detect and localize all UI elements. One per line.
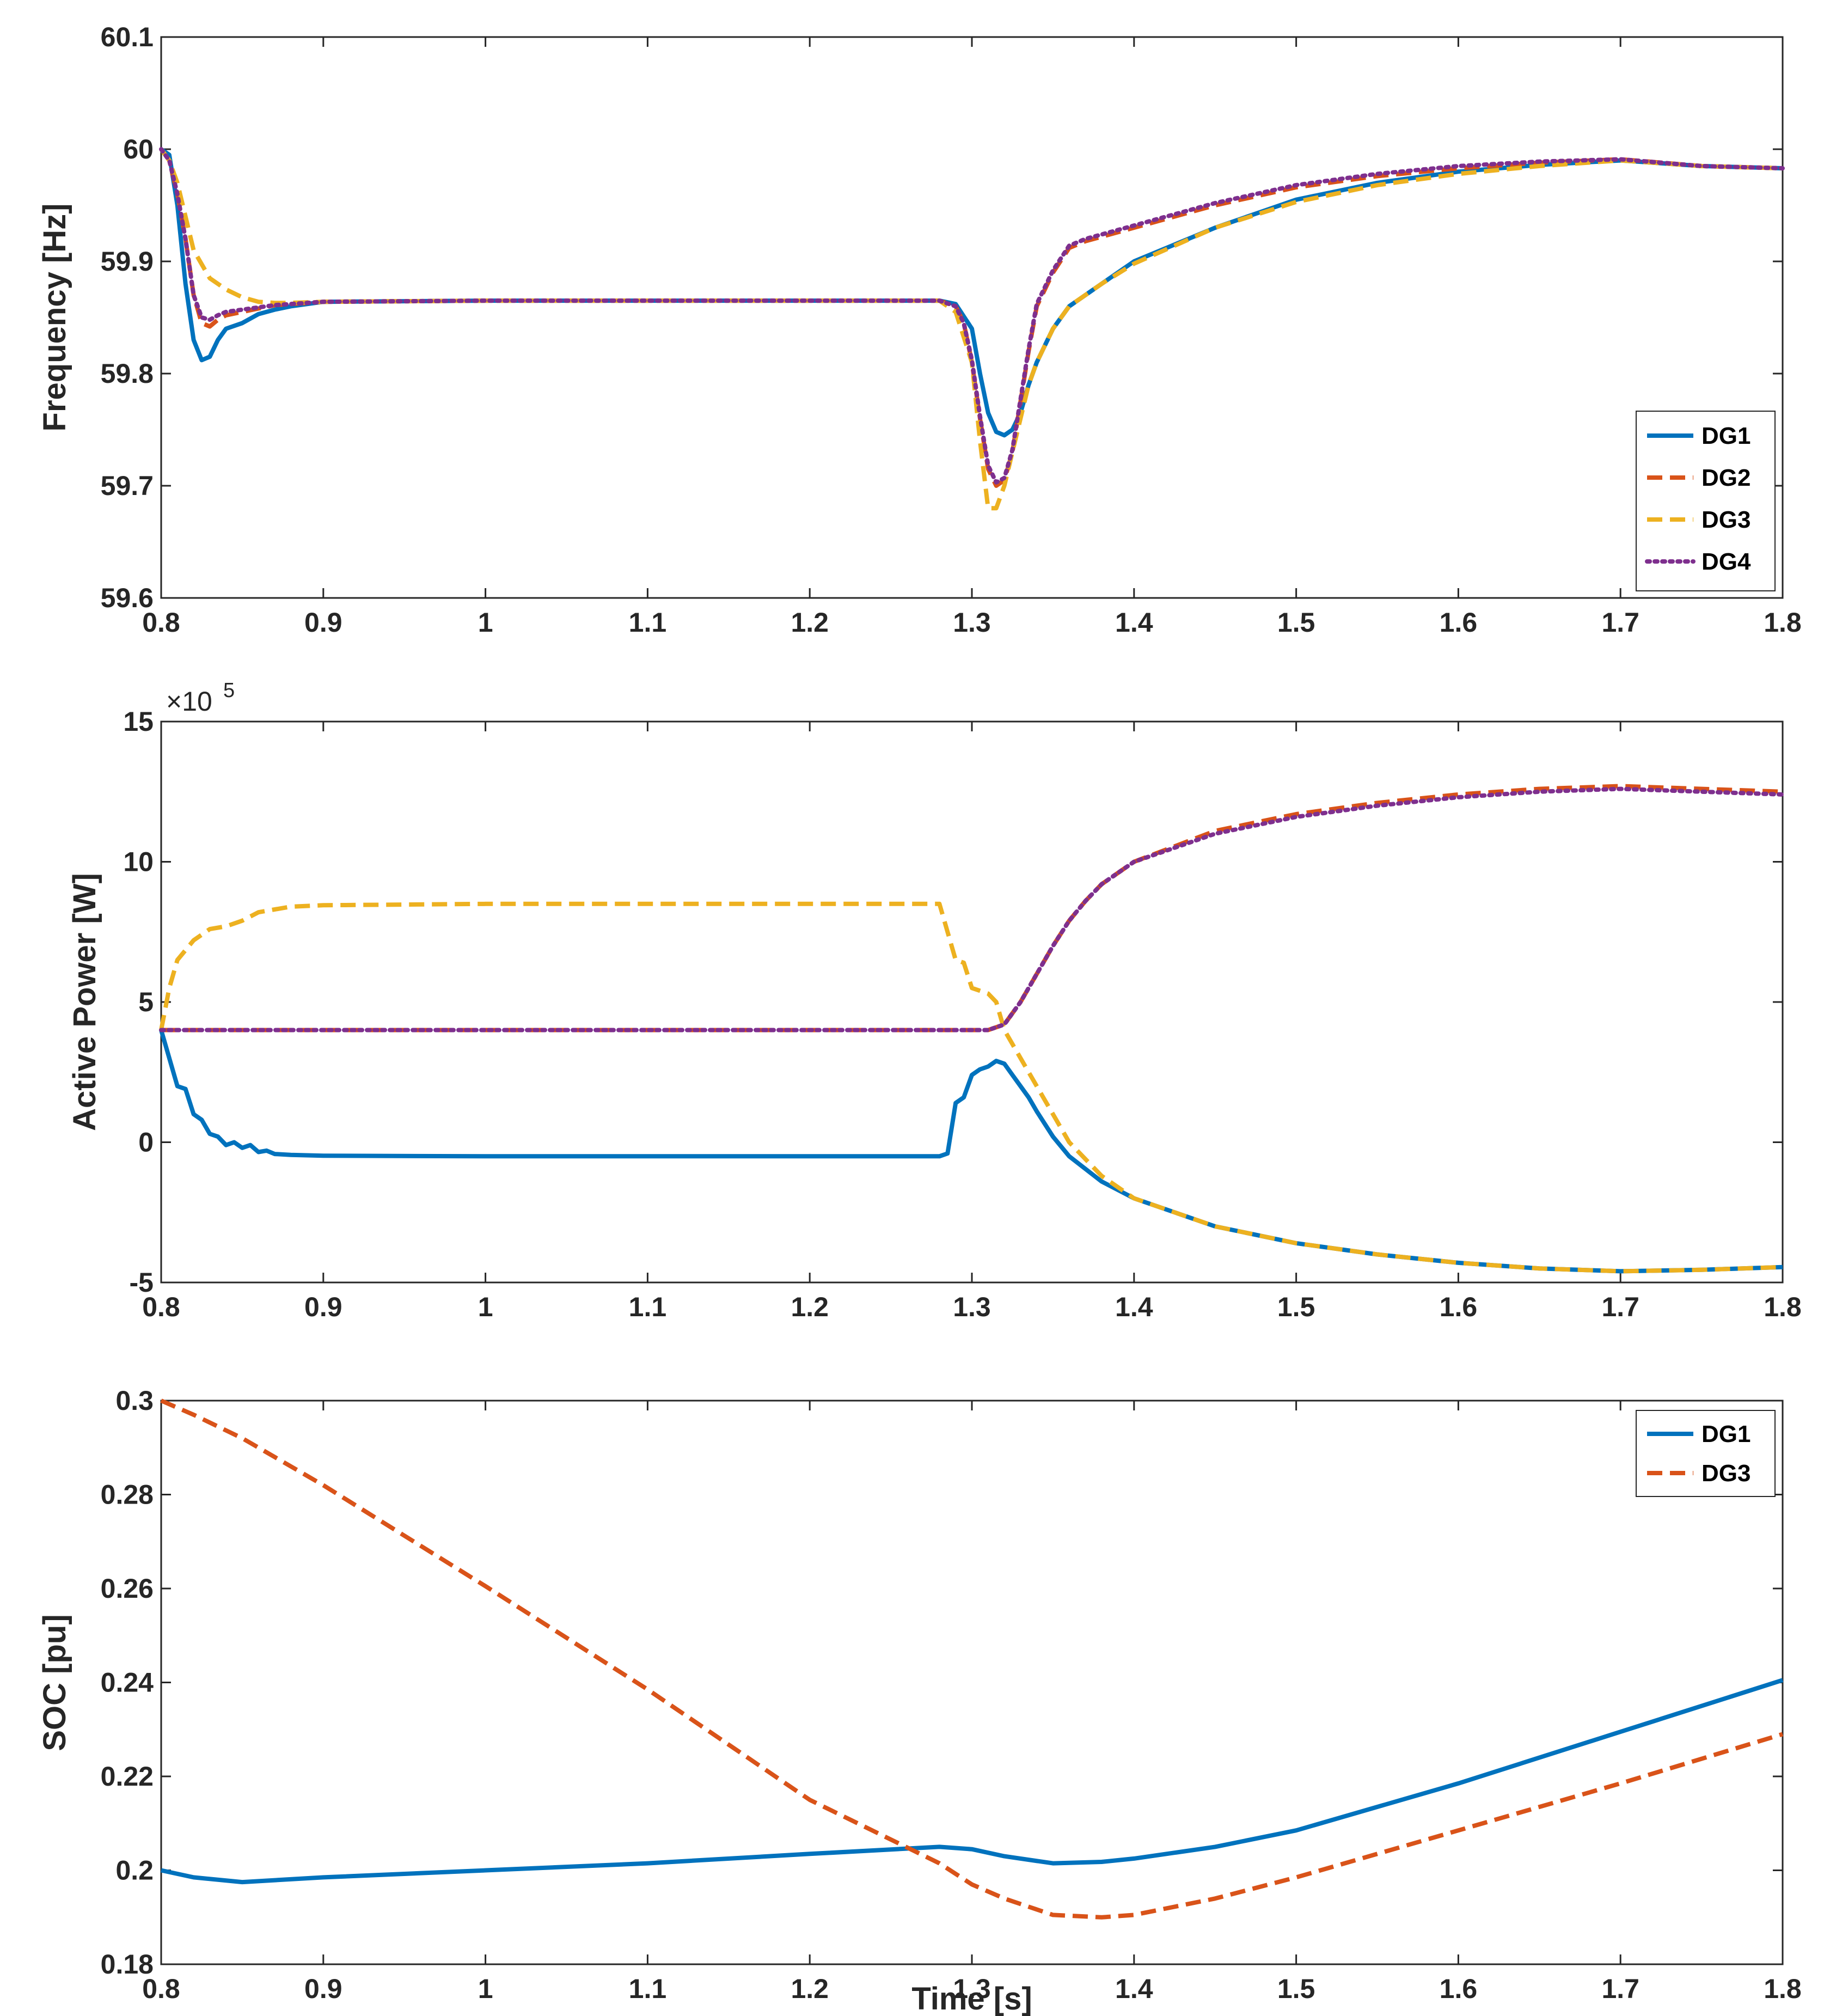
panel-soc: 0.8 0.9 1 1.1 1.2 1.3 1.4 1.5 1.6 1.7 1.8 0.18 0.2 0.… [37, 1385, 1802, 2004]
x-axis-label: Time [s] [911, 1981, 1032, 2016]
x-tick-label: 1 [478, 1974, 493, 2004]
x-tick-label: 0.9 [304, 607, 342, 638]
y-tick-label: 59.6 [101, 583, 154, 613]
x-tick-label: 1.7 [1601, 1292, 1639, 1322]
frequency-series [159, 147, 1785, 511]
x-tick-label: 1.4 [1115, 1974, 1153, 2004]
y-tick-label: -5 [130, 1267, 154, 1298]
y-tick-label: 5 [138, 987, 154, 1017]
x-tick-label: 1.2 [791, 1974, 829, 2004]
x-tick-label: 1.6 [1440, 1292, 1478, 1322]
y-tick-label: 59.7 [101, 471, 154, 501]
x-tick-label: 1.8 [1764, 607, 1802, 638]
soc-ticks: 0.8 0.9 1 1.1 1.2 1.3 1.4 1.5 1.6 1.7 1.8 0.18 0.2 0.… [101, 1385, 1802, 2004]
frequency-y-label: Frequency [Hz] [37, 204, 72, 432]
x-tick-label: 1.4 [1115, 1292, 1153, 1322]
x-tick-label: 1.3 [953, 1974, 991, 2004]
y-tick-label: 0.28 [101, 1480, 154, 1510]
series-line-dg4 [159, 786, 1785, 1033]
series-line-dg3 [160, 1398, 1784, 1920]
power-y-label: Active Power [W] [67, 873, 102, 1131]
x-tick-label: 1.5 [1277, 607, 1315, 638]
frequency-ticks: 0.8 0.9 1 1.1 1.2 1.3 1.4 1.5 1.6 1.7 1.8 59.6 59.7 5… [101, 22, 1802, 638]
x-tick-label: 1.5 [1277, 1974, 1315, 2004]
panel-frequency: 0.8 0.9 1 1.1 1.2 1.3 1.4 1.5 1.6 1.7 1.8 59.6 59.7 5… [37, 22, 1802, 638]
x-tick-label: 1.5 [1277, 1292, 1315, 1322]
x-tick-label: 1.1 [629, 1292, 667, 1322]
x-tick-label: 1.2 [791, 1292, 829, 1322]
y-tick-label: 59.8 [101, 358, 154, 389]
x-tick-label: 1.8 [1764, 1292, 1802, 1322]
x-tick-label: 1.3 [953, 1292, 991, 1322]
y-tick-label: 0 [138, 1127, 154, 1158]
series-line-dg1 [159, 1029, 1783, 1274]
y-tick-label: 60 [123, 134, 154, 164]
x-tick-label: 1.7 [1601, 1974, 1639, 2004]
y-tick-label: 59.9 [101, 246, 154, 277]
power-exponent-base: ×10 [166, 686, 212, 717]
x-tick-label: 1.3 [953, 607, 991, 638]
soc-legend-label-dg1: DG1 [1702, 1421, 1751, 1447]
soc-legend: DG1 DG3 [1636, 1410, 1776, 1497]
frequency-legend: DG1 DG2 DG3 DG4 [1636, 411, 1776, 591]
power-exponent-power: 5 [223, 679, 235, 702]
y-tick-label: 10 [123, 847, 154, 877]
x-tick-label: 1 [478, 1292, 493, 1322]
power-ticks: 0.8 0.9 1 1.1 1.2 1.3 1.4 1.5 1.6 1.7 1.8 -5 0 5 10 15 [123, 706, 1801, 1322]
x-tick-label: 1.1 [629, 607, 667, 638]
y-tick-label: 60.1 [101, 22, 154, 52]
soc-axes-frame [160, 1400, 1784, 1965]
legend-label-dg2: DG2 [1702, 465, 1751, 491]
y-tick-label: 0.2 [115, 1855, 154, 1886]
x-tick-label: 1.8 [1764, 1974, 1802, 2004]
x-tick-label: 0.8 [142, 1292, 180, 1322]
x-tick-label: 1.6 [1440, 1974, 1478, 2004]
legend-label-dg1: DG1 [1702, 423, 1751, 449]
x-tick-label: 0.9 [304, 1974, 342, 2004]
y-tick-label: 0.22 [101, 1761, 154, 1792]
series-line-dg3 [159, 901, 1783, 1274]
soc-series [160, 1398, 1784, 1920]
series-line-dg4 [159, 147, 1785, 485]
x-tick-label: 0.9 [304, 1292, 342, 1322]
legend-label-dg4: DG4 [1702, 548, 1751, 575]
power-series [159, 784, 1785, 1274]
x-tick-label: 1 [478, 607, 493, 638]
y-tick-label: 0.3 [115, 1385, 154, 1416]
x-tick-label: 0.8 [142, 607, 180, 638]
x-tick-label: 1.2 [791, 607, 829, 638]
series-line-dg1 [161, 1678, 1784, 1885]
soc-legend-box [1636, 1410, 1776, 1497]
x-tick-label: 1.1 [629, 1974, 667, 2004]
soc-legend-label-dg3: DG3 [1702, 1460, 1751, 1487]
y-tick-label: 15 [123, 706, 154, 737]
series-line-dg3 [159, 148, 1783, 511]
legend-label-dg3: DG3 [1702, 506, 1751, 533]
frequency-axes-frame [160, 36, 1784, 599]
x-tick-label: 0.8 [142, 1974, 180, 2004]
y-tick-label: 0.18 [101, 1949, 154, 1980]
soc-y-label: SOC [pu] [37, 1614, 72, 1751]
series-line-dg1 [160, 147, 1783, 438]
x-tick-label: 1.4 [1115, 607, 1153, 638]
series-line-dg2 [159, 148, 1783, 488]
y-tick-label: 0.26 [101, 1573, 154, 1604]
panel-active-power: 0.8 0.9 1 1.1 1.2 1.3 1.4 1.5 1.6 1.7 1.8-5051015 … [67, 679, 1802, 1322]
power-axes-frame [160, 720, 1784, 1284]
y-tick-label: 0.24 [101, 1667, 154, 1698]
x-tick-label: 1.6 [1440, 607, 1478, 638]
x-tick-label: 1.7 [1601, 607, 1639, 638]
